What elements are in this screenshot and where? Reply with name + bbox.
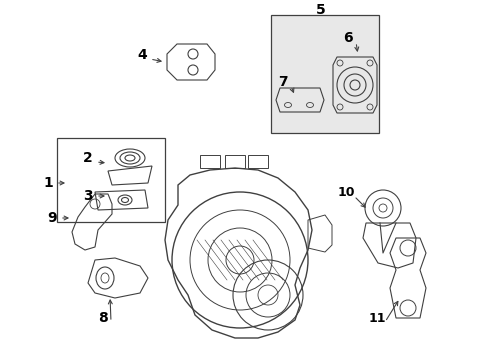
Text: 11: 11 xyxy=(367,311,385,324)
Text: 8: 8 xyxy=(98,311,108,325)
Text: 3: 3 xyxy=(83,189,93,203)
Bar xyxy=(270,15,378,133)
Bar xyxy=(57,138,164,222)
Text: 4: 4 xyxy=(137,48,146,62)
Text: 1: 1 xyxy=(43,176,53,190)
Text: 6: 6 xyxy=(343,31,352,45)
Text: 7: 7 xyxy=(278,75,287,89)
Text: 2: 2 xyxy=(83,151,93,165)
Text: 5: 5 xyxy=(315,3,325,17)
Text: 9: 9 xyxy=(47,211,57,225)
Text: 10: 10 xyxy=(337,185,354,198)
